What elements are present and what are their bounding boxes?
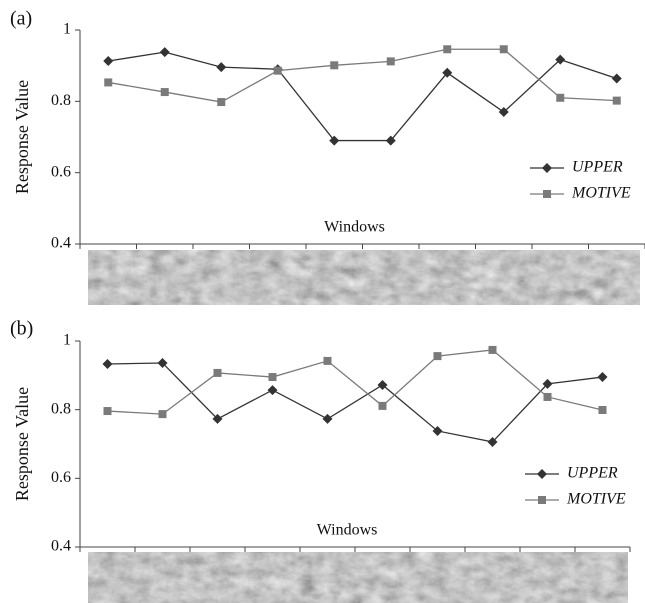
y-tick-label: 0.8	[51, 400, 71, 417]
x-axis-label: Windows	[324, 219, 385, 236]
marker	[104, 407, 112, 415]
y-tick-label: 1	[63, 332, 71, 349]
marker	[434, 352, 442, 360]
y-tick-label: 0.6	[51, 163, 71, 180]
panel-label: (b)	[10, 318, 33, 340]
marker	[489, 346, 497, 354]
marker	[103, 359, 113, 369]
marker	[104, 78, 112, 86]
legend-label: UPPER	[572, 159, 623, 176]
marker	[500, 45, 508, 53]
marker	[598, 372, 608, 382]
y-axis-label: Response Value	[12, 80, 32, 194]
marker	[599, 406, 607, 414]
marker	[330, 61, 338, 69]
marker	[323, 414, 333, 424]
legend-marker	[538, 496, 546, 504]
marker	[443, 45, 451, 53]
marker	[544, 393, 552, 401]
legend-label: UPPER	[567, 465, 618, 482]
texture-image	[88, 250, 640, 305]
marker	[324, 357, 332, 365]
marker	[216, 62, 226, 72]
marker	[274, 67, 282, 75]
texture-image	[88, 552, 628, 603]
marker	[556, 94, 564, 102]
marker	[161, 88, 169, 96]
marker	[379, 402, 387, 410]
marker	[103, 56, 113, 66]
marker	[160, 47, 170, 57]
y-tick-label: 0.4	[51, 235, 71, 252]
marker	[214, 369, 222, 377]
marker	[217, 98, 225, 106]
marker	[159, 410, 167, 418]
marker	[268, 385, 278, 395]
y-tick-label: 1	[63, 21, 71, 38]
panel-label: (a)	[10, 8, 32, 30]
y-tick-label: 0.4	[51, 538, 71, 555]
legend-marker	[537, 469, 547, 479]
marker	[612, 74, 622, 84]
marker	[613, 97, 621, 105]
y-tick-label: 0.8	[51, 92, 71, 109]
figure: (a) Response Value Windows 0.4 0.6 0.8 1 UPPER M…	[0, 0, 645, 603]
x-axis-label: Windows	[317, 522, 378, 539]
legend-label: MOTIVE	[571, 185, 631, 202]
series-line	[108, 52, 617, 140]
marker	[269, 373, 277, 381]
legend-marker	[542, 163, 552, 173]
y-axis-label: Response Value	[12, 387, 32, 501]
y-tick-label: 0.6	[51, 469, 71, 486]
marker	[387, 57, 395, 65]
series-line	[108, 363, 603, 442]
legend-marker	[543, 190, 551, 198]
legend-label: MOTIVE	[566, 491, 626, 508]
